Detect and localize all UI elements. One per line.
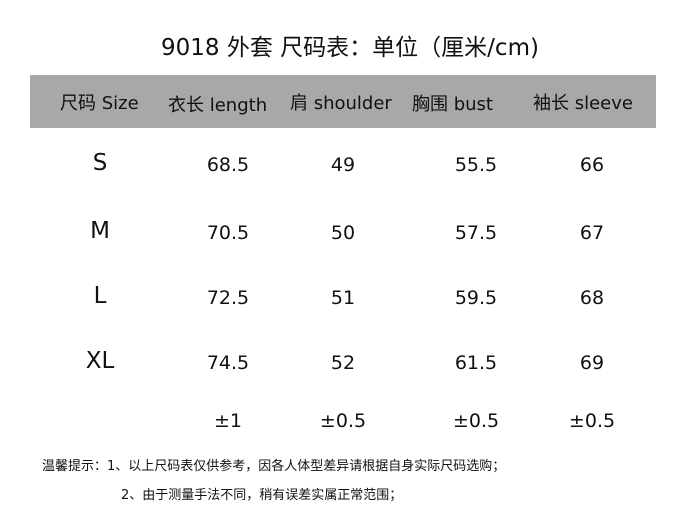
note-1: 温馨提示：1、以上尺码表仅供参考，因各人体型差异请根据自身实际尺码选购； [42, 459, 506, 474]
header-band [30, 75, 656, 128]
cell-bust: 59.5 [454, 287, 498, 309]
header-size: 尺码 Size [60, 93, 139, 114]
chart-title: 9018 外套 尺码表：单位（厘米/cm) [161, 35, 539, 61]
cell-shoulder: 52 [330, 352, 356, 374]
note-2: 2、由于测量手法不同，稍有误差实属正常范围； [121, 488, 403, 503]
header-bust: 胸围 bust [412, 94, 493, 115]
tolerance-sleeve: ±0.5 [568, 410, 616, 432]
header-shoulder: 肩 shoulder [290, 93, 392, 114]
cell-shoulder: 50 [330, 222, 356, 244]
cell-length: 68.5 [206, 154, 250, 176]
tolerance-bust: ±0.5 [452, 410, 500, 432]
cell-shoulder: 51 [330, 287, 356, 309]
cell-sleeve: 69 [579, 352, 605, 374]
cell-length: 74.5 [206, 352, 250, 374]
cell-sleeve: 68 [579, 287, 605, 309]
cell-size: S [92, 150, 108, 176]
cell-sleeve: 67 [579, 222, 605, 244]
cell-bust: 55.5 [454, 154, 498, 176]
cell-size: XL [85, 348, 115, 374]
cell-size: L [93, 283, 107, 309]
tolerance-length: ±1 [213, 410, 243, 432]
cell-bust: 61.5 [454, 352, 498, 374]
cell-length: 70.5 [206, 222, 250, 244]
tolerance-shoulder: ±0.5 [319, 410, 367, 432]
cell-shoulder: 49 [330, 154, 356, 176]
header-length: 衣长 length [168, 95, 268, 116]
cell-bust: 57.5 [454, 222, 498, 244]
cell-length: 72.5 [206, 287, 250, 309]
cell-size: M [90, 218, 110, 244]
cell-sleeve: 66 [579, 154, 605, 176]
header-sleeve: 袖长 sleeve [533, 93, 633, 114]
